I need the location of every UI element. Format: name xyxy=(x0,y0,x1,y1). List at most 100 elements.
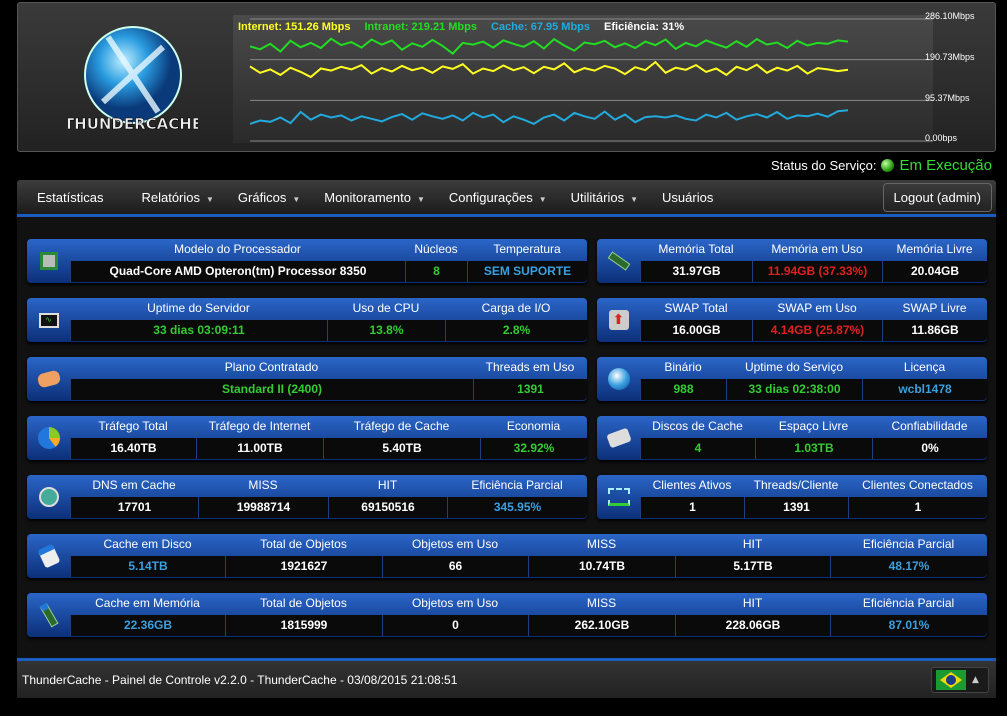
stat-disk-cache-4: HIT 5.17TB xyxy=(675,534,830,578)
nav-item-0[interactable]: Estatísticas xyxy=(25,190,129,205)
dashboard-main: Modelo do Processador Quad-Core AMD Opter… xyxy=(17,217,996,658)
stat-memory-2: Memória Livre 20.04GB xyxy=(882,239,987,283)
stat-value: 1 xyxy=(640,497,744,518)
stat-memory-cache-4: HIT 228.06GB xyxy=(675,593,830,637)
stat-value: 11.94GB (37.33%) xyxy=(752,261,882,282)
y-tick-label: 190.73Mbps xyxy=(925,52,975,62)
nav-item-4[interactable]: Configurações ▼ xyxy=(437,190,559,205)
language-selector[interactable]: ▲ xyxy=(931,667,989,693)
stat-value: 66 xyxy=(382,556,528,577)
stat-dns-1: MISS 19988714 xyxy=(198,475,328,519)
stat-memory-0: Memória Total 31.97GB xyxy=(640,239,752,283)
nav-label: Usuários xyxy=(662,189,714,205)
stat-value: 1391 xyxy=(473,379,587,400)
stat-uptime-1: Uso de CPU 13.8% xyxy=(327,298,445,342)
stat-swap-0: SWAP Total 16.00GB xyxy=(640,298,752,342)
handshake-icon xyxy=(27,357,70,401)
stat-label: Licença xyxy=(903,360,946,374)
stat-label: DNS em Cache xyxy=(92,478,176,492)
stat-value: 11.86GB xyxy=(882,320,987,341)
panel-uptime: ∿ Uptime do Servidor 33 dias 03:09:11 Uso d… xyxy=(27,298,587,342)
nav-item-5[interactable]: Utilitários ▼ xyxy=(559,190,650,205)
brazil-flag-icon xyxy=(936,670,966,690)
stat-disks-2: Confiabilidade 0% xyxy=(872,416,987,460)
stat-memory-cache-1: Total de Objetos 1815999 xyxy=(225,593,382,637)
stat-dns-3: Eficiência Parcial 345.95% xyxy=(447,475,587,519)
stat-value: 48.17% xyxy=(830,556,987,577)
monitor-icon: ∿ xyxy=(27,298,70,342)
stat-uptime-0: Uptime do Servidor 33 dias 03:09:11 xyxy=(70,298,327,342)
stat-label: Objetos em Uso xyxy=(411,596,499,610)
nav-label: Utilitários xyxy=(570,189,625,205)
stat-label: HIT xyxy=(377,478,398,492)
stat-traffic-0: Tráfego Total 16.40TB xyxy=(70,416,196,460)
stat-binary-2: Licença wcbl1478 xyxy=(862,357,987,401)
stat-value: 2.8% xyxy=(445,320,587,341)
nav-label: Gráficos xyxy=(237,189,287,205)
stat-processor-1: Núcleos 8 xyxy=(405,239,467,283)
stat-label: Total de Objetos xyxy=(260,537,347,551)
stat-label: Tráfego Total xyxy=(98,419,168,433)
nav-item-2[interactable]: Gráficos ▼ xyxy=(226,190,312,205)
series-line-intranet xyxy=(249,37,849,55)
panel-memory: Memória Total 31.97GB Memória em Uso 11.94G… xyxy=(597,239,987,283)
stat-label: Binário xyxy=(664,360,702,374)
stat-value: 988 xyxy=(640,379,726,400)
stat-label: SWAP em Uso xyxy=(777,301,857,315)
disk-cache-icon xyxy=(27,534,70,578)
logout-button[interactable]: Logout (admin) xyxy=(882,183,992,212)
stat-binary-0: Binário 988 xyxy=(640,357,726,401)
stat-label: Eficiência Parcial xyxy=(862,537,955,551)
stat-memory-cache-5: Eficiência Parcial 87.01% xyxy=(830,593,987,637)
stat-disks-0: Discos de Cache 4 xyxy=(640,416,755,460)
cpu-icon xyxy=(27,239,70,283)
network-icon xyxy=(597,475,640,519)
stat-value: 33 dias 03:09:11 xyxy=(70,320,327,341)
stat-value: 16.40TB xyxy=(70,438,196,459)
stat-label: Carga de I/O xyxy=(481,301,551,315)
stat-value: 4.14GB (25.87%) xyxy=(752,320,882,341)
dns-search-icon xyxy=(27,475,70,519)
stat-value: 1.03TB xyxy=(755,438,872,459)
stat-value: Standard II (2400) xyxy=(70,379,473,400)
stat-label: Threads/Cliente xyxy=(753,478,839,492)
stat-clients-2: Clientes Conectados 1 xyxy=(848,475,987,519)
memory-icon xyxy=(597,239,640,283)
stat-value: 13.8% xyxy=(327,320,445,341)
stat-label: Confiabilidade xyxy=(891,419,968,433)
stat-value: wcbl1478 xyxy=(862,379,987,400)
stat-value: 16.00GB xyxy=(640,320,752,341)
stat-swap-1: SWAP em Uso 4.14GB (25.87%) xyxy=(752,298,882,342)
thundercache-logo: THUNDERCACHE xyxy=(64,17,202,137)
stat-label: SWAP Livre xyxy=(902,301,967,315)
stat-disk-cache-2: Objetos em Uso 66 xyxy=(382,534,528,578)
panel-traffic: Tráfego Total 16.40TB Tráfego de Internet 1… xyxy=(27,416,587,460)
stat-value: 5.40TB xyxy=(323,438,480,459)
main-nav: Estatísticas Relatórios ▼ Gráficos ▼ Monitora… xyxy=(17,180,996,217)
stat-value: 20.04GB xyxy=(882,261,987,282)
stat-value: 22.36GB xyxy=(70,615,225,636)
series-line-internet xyxy=(249,60,849,79)
stat-disks-1: Espaço Livre 1.03TB xyxy=(755,416,872,460)
legend-item: Eficiência: 31% xyxy=(604,21,685,33)
stat-label: Eficiência Parcial xyxy=(862,596,955,610)
stat-label: Memória Total xyxy=(658,242,734,256)
nav-item-3[interactable]: Monitoramento ▼ xyxy=(312,190,437,205)
panel-processor: Modelo do Processador Quad-Core AMD Opter… xyxy=(27,239,587,283)
svg-text:THUNDERCACHE: THUNDERCACHE xyxy=(68,115,198,133)
stat-value: 0 xyxy=(382,615,528,636)
nav-item-6[interactable]: Usuários xyxy=(650,190,725,205)
stat-label: Memória Livre xyxy=(896,242,973,256)
stat-disk-cache-3: MISS 10.74TB xyxy=(528,534,675,578)
stat-value: 19988714 xyxy=(198,497,328,518)
nav-item-1[interactable]: Relatórios ▼ xyxy=(129,190,225,205)
stat-value: 5.17TB xyxy=(675,556,830,577)
panel-clients: Clientes Ativos 1 Threads/Cliente 1391 Clien… xyxy=(597,475,987,519)
stat-label: MISS xyxy=(248,478,278,492)
stat-value: 69150516 xyxy=(328,497,447,518)
service-status: Status do Serviço: Em Execução xyxy=(771,157,992,174)
caret-down-icon: ▼ xyxy=(292,194,301,204)
caret-down-icon: ▼ xyxy=(416,194,425,204)
nav-label: Monitoramento xyxy=(324,189,411,205)
caret-down-icon: ▼ xyxy=(630,194,639,204)
